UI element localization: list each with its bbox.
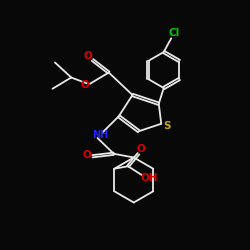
- Text: NH: NH: [92, 130, 108, 140]
- Text: O: O: [136, 144, 145, 154]
- Text: OH: OH: [140, 173, 158, 183]
- Text: S: S: [163, 121, 170, 131]
- Text: O: O: [82, 150, 92, 160]
- Text: O: O: [80, 80, 89, 90]
- Text: Cl: Cl: [168, 28, 179, 38]
- Text: O: O: [84, 50, 92, 60]
